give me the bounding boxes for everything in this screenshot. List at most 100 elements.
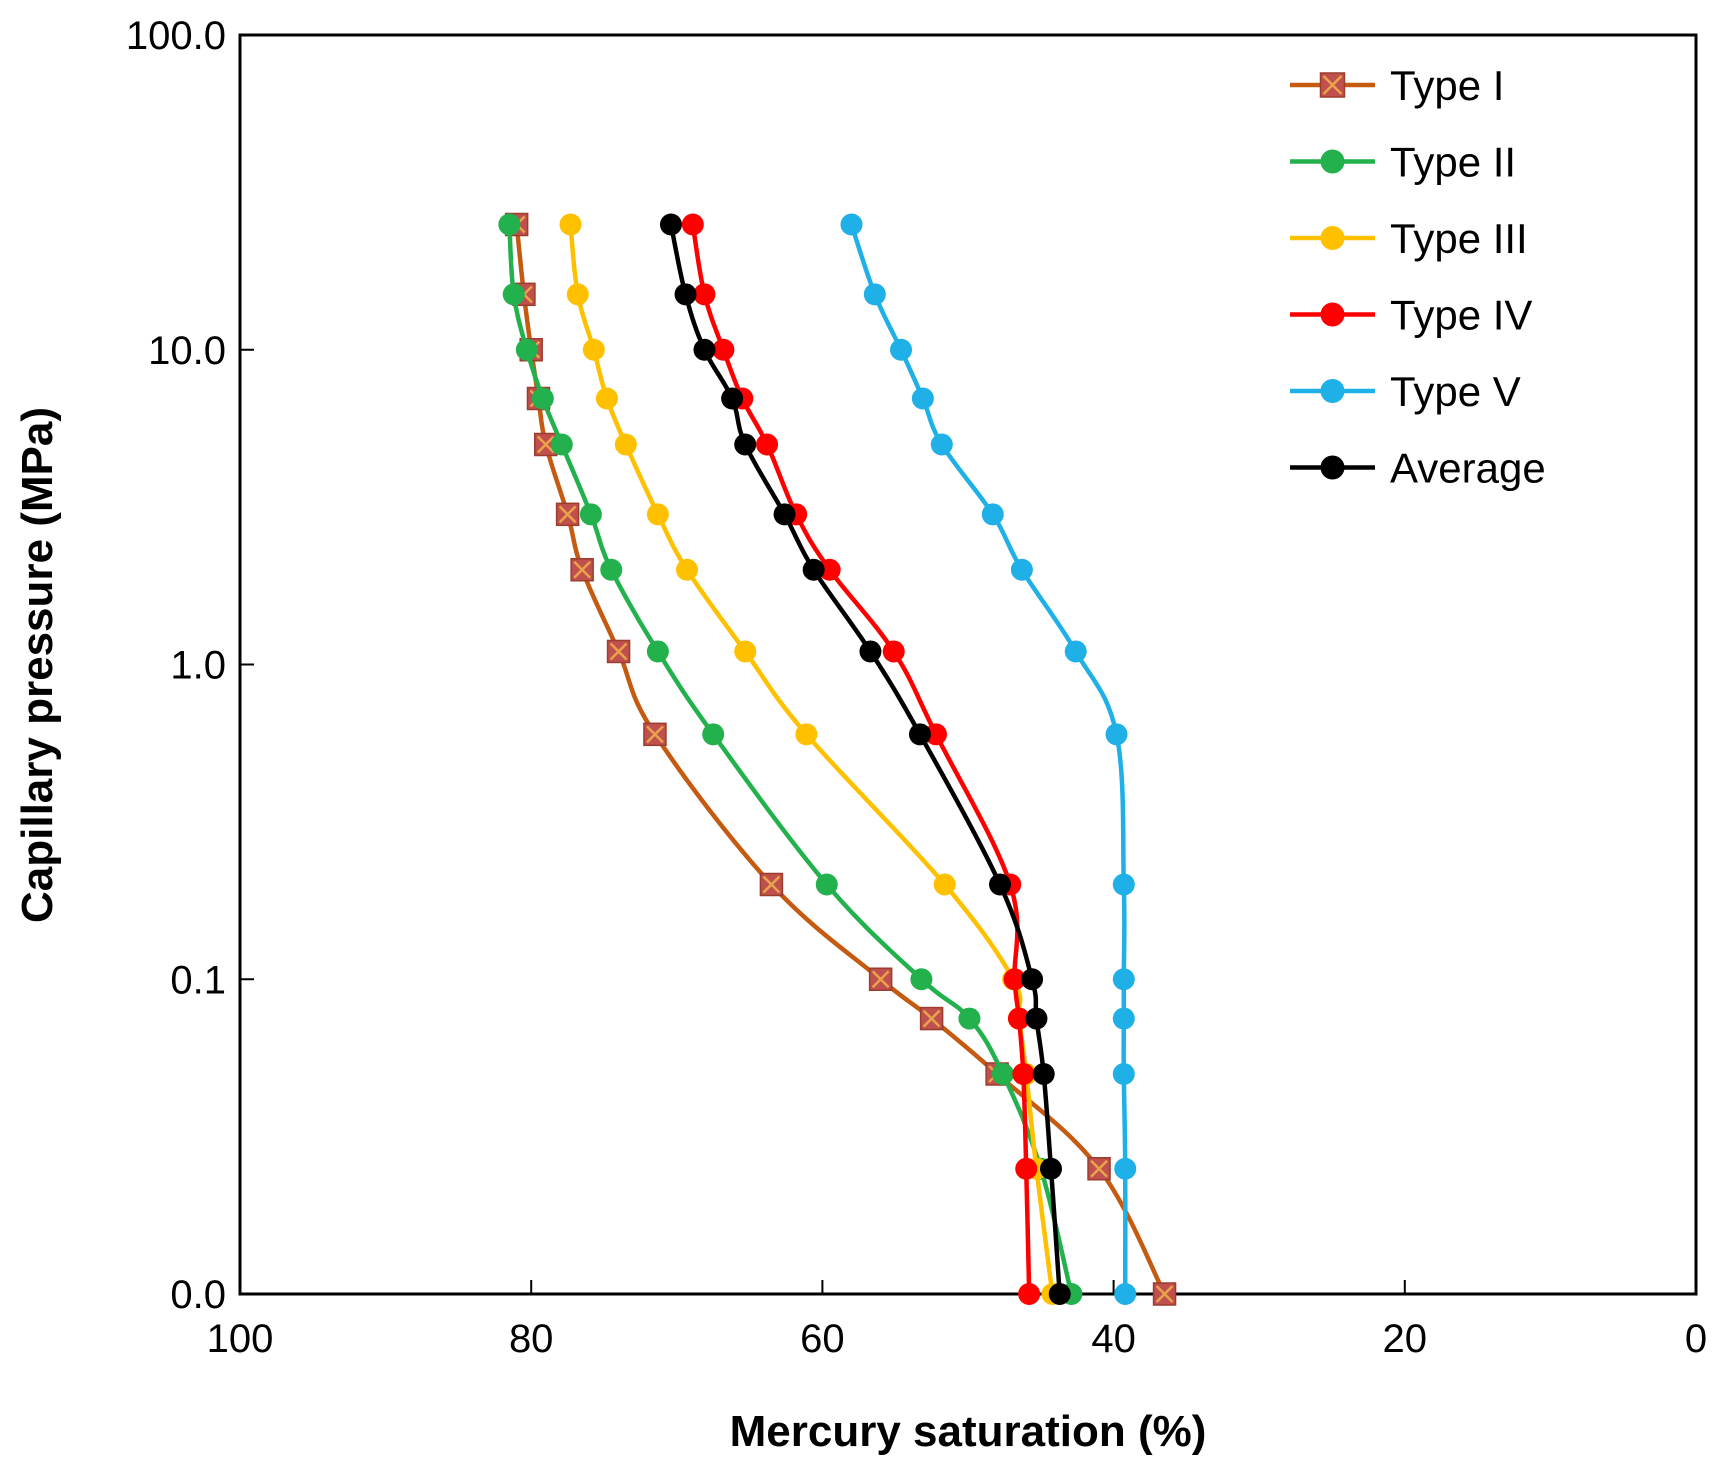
legend-type-iii-label: Type III bbox=[1390, 215, 1528, 262]
series-average-marker bbox=[989, 873, 1012, 896]
series-average-marker bbox=[802, 558, 825, 581]
series-type-ii-marker bbox=[579, 503, 602, 526]
series-average-marker bbox=[1048, 1283, 1071, 1305]
series-type-v-marker bbox=[1112, 873, 1135, 896]
series-average bbox=[659, 213, 1071, 1305]
series-type-ii-marker bbox=[600, 558, 623, 581]
legend-item-type-ii: Type II bbox=[1290, 139, 1516, 186]
series-type-v-marker bbox=[890, 338, 913, 361]
series-type-i-marker-cross bbox=[762, 875, 781, 894]
series-type-iii-marker bbox=[795, 723, 818, 746]
series-type-iii-marker bbox=[595, 387, 618, 410]
series-average-marker bbox=[693, 338, 716, 361]
series-type-i-marker-cross bbox=[1155, 1285, 1174, 1303]
series-average-marker bbox=[1025, 1007, 1048, 1030]
series-type-iii-line bbox=[568, 224, 1055, 1295]
series-type-ii-marker bbox=[502, 283, 525, 306]
series-type-ii-marker bbox=[702, 723, 725, 746]
legend-item-type-iv: Type IV bbox=[1290, 292, 1532, 339]
series-type-v-marker bbox=[981, 503, 1004, 526]
series-type-iv-marker bbox=[882, 640, 905, 663]
series-type-iv-marker bbox=[693, 283, 716, 306]
legend-item-type-iii: Type III bbox=[1290, 215, 1528, 262]
legend: Type I Type II Type III Type IV Type V Averag… bbox=[1290, 62, 1546, 492]
legend-type-ii-marker bbox=[1320, 149, 1345, 174]
series-type-v-marker bbox=[1112, 968, 1135, 991]
x-axis-ticks: 100 80 60 40 20 0 bbox=[207, 1280, 1707, 1361]
series-type-iv bbox=[681, 213, 1041, 1305]
series-average-marker bbox=[659, 213, 682, 236]
series-type-iii-marker bbox=[646, 503, 669, 526]
series-average-marker bbox=[721, 387, 744, 410]
x-tick-label: 80 bbox=[509, 1317, 554, 1361]
legend-type-v-label: Type V bbox=[1390, 368, 1521, 415]
series-type-v-marker bbox=[1114, 1283, 1137, 1305]
series-type-iv-marker bbox=[1012, 1062, 1035, 1085]
series-type-ii-marker bbox=[958, 1007, 981, 1030]
series-type-iv-marker bbox=[924, 723, 947, 746]
x-tick-label: 20 bbox=[1383, 1317, 1428, 1361]
series-layer bbox=[498, 212, 1177, 1306]
series-type-ii bbox=[498, 213, 1083, 1305]
series-average-marker bbox=[734, 433, 757, 456]
series-average-marker bbox=[1039, 1157, 1062, 1180]
series-type-ii-line bbox=[507, 224, 1074, 1295]
series-type-ii-marker bbox=[910, 968, 933, 991]
series-type-iii bbox=[559, 213, 1064, 1305]
x-tick-label: 100 bbox=[207, 1317, 274, 1361]
series-type-iv-marker bbox=[681, 213, 704, 236]
series-type-v bbox=[840, 213, 1137, 1305]
series-type-iv-line bbox=[690, 224, 1032, 1295]
series-type-iii-marker bbox=[566, 283, 589, 306]
y-tick-label: 100.0 bbox=[126, 14, 226, 58]
series-type-i bbox=[504, 212, 1177, 1306]
legend-type-v-marker bbox=[1320, 379, 1345, 403]
series-type-i-marker-cross bbox=[871, 970, 890, 989]
y-tick-label: 1.0 bbox=[170, 644, 226, 688]
series-type-iii-marker bbox=[559, 213, 582, 236]
series-type-iv-marker bbox=[818, 558, 841, 581]
y-tick-label: 10.0 bbox=[148, 329, 226, 373]
series-type-i-marker-cross bbox=[922, 1009, 941, 1028]
series-average-marker bbox=[773, 503, 796, 526]
series-type-i-marker-cross bbox=[558, 505, 577, 524]
series-type-ii-marker bbox=[815, 873, 838, 896]
legend-item-average: Average bbox=[1290, 445, 1546, 492]
series-type-iii-marker bbox=[614, 433, 637, 456]
x-tick-label: 0 bbox=[1685, 1317, 1707, 1361]
series-type-ii-marker bbox=[991, 1062, 1014, 1085]
series-type-iv-marker bbox=[1007, 1007, 1030, 1030]
series-type-ii-marker bbox=[550, 433, 573, 456]
y-tick-label: 0.0 bbox=[170, 1273, 226, 1317]
series-type-v-marker bbox=[1064, 640, 1087, 663]
series-type-v-marker bbox=[1112, 1007, 1135, 1030]
legend-type-i-marker-cross bbox=[1322, 75, 1343, 95]
legend-type-ii-label: Type II bbox=[1390, 139, 1516, 186]
legend-type-i-label: Type I bbox=[1390, 62, 1504, 109]
series-average-marker bbox=[674, 283, 697, 306]
series-average-marker bbox=[908, 723, 931, 746]
series-type-i-marker-cross bbox=[609, 642, 628, 661]
legend-item-type-i: Type I bbox=[1290, 62, 1504, 109]
x-tick-label: 40 bbox=[1091, 1317, 1136, 1361]
series-average-marker bbox=[1021, 968, 1044, 991]
legend-average-marker bbox=[1320, 455, 1345, 480]
series-type-iv-marker bbox=[1015, 1157, 1038, 1180]
series-type-i-marker-cross bbox=[573, 560, 592, 579]
series-type-iii-marker bbox=[675, 558, 698, 581]
series-type-i-line bbox=[514, 224, 1167, 1296]
y-axis-title: Capillary pressure (MPa) bbox=[13, 407, 62, 923]
series-type-v-marker bbox=[1010, 558, 1033, 581]
x-tick-label: 60 bbox=[800, 1317, 845, 1361]
series-type-i-marker-cross bbox=[1090, 1159, 1108, 1178]
series-type-iv-marker bbox=[712, 338, 735, 361]
series-average-marker bbox=[859, 640, 882, 663]
series-type-v-marker bbox=[840, 213, 863, 236]
series-type-iv-marker bbox=[756, 433, 779, 456]
series-type-ii-marker bbox=[531, 387, 554, 410]
series-type-ii-marker bbox=[498, 213, 521, 236]
series-type-iii-marker bbox=[933, 873, 956, 896]
legend-type-iii-marker bbox=[1320, 226, 1345, 250]
series-type-ii-marker bbox=[515, 338, 538, 361]
